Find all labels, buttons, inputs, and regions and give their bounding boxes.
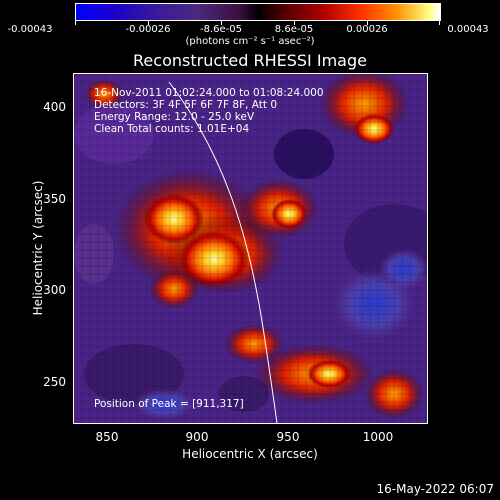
colorbar-units: (photons cm⁻² s⁻¹ asec⁻²) (185, 36, 315, 47)
detectors-text: Detectors: 3F 4F 5F 6F 7F 8F, Att 0 (94, 99, 278, 111)
y-tick-label: 300 (43, 283, 66, 297)
x-tick-label: 850 (95, 430, 119, 444)
y-tick-label: 250 (43, 375, 66, 389)
colorbar-tick-label: 8.6e-05 (274, 24, 314, 35)
energy-range-text: Energy Range: 12.0 - 25.0 keV (94, 111, 255, 123)
clean-counts-text: Clean Total counts: 1.01E+04 (94, 123, 250, 135)
time-range-text: 16-Nov-2011 01:02:24.000 to 01:08:24.000 (94, 87, 324, 99)
y-tick-label: 400 (43, 100, 66, 114)
colorbar-tick-label: 0.00043 (447, 24, 489, 35)
rhessi-image (74, 74, 427, 423)
solar-limb (168, 81, 278, 423)
x-tick-label: 950 (276, 430, 300, 444)
x-axis-title: Heliocentric X (arcsec) (182, 447, 318, 461)
x-tick-label: 900 (185, 430, 209, 444)
colorbar-tick-label: -0.00026 (125, 24, 171, 35)
colorbar (75, 3, 441, 21)
footer-date: 16-May-2022 06:07 (376, 482, 494, 496)
y-axis-title: Heliocentric Y (arcsec) (31, 180, 45, 316)
image-title: Reconstructed RHESSI Image (133, 51, 367, 70)
x-tick-label: 1000 (362, 430, 394, 444)
colorbar-tick-label: -8.6e-05 (200, 24, 242, 35)
colorbar-tick-label: -0.00043 (7, 24, 53, 35)
colorbar-tick-label: 0.00026 (346, 24, 388, 35)
peak-position-text: Position of Peak = [911,317] (94, 398, 244, 410)
rhessi-image-plot (73, 73, 428, 424)
y-tick-label: 350 (43, 192, 66, 206)
